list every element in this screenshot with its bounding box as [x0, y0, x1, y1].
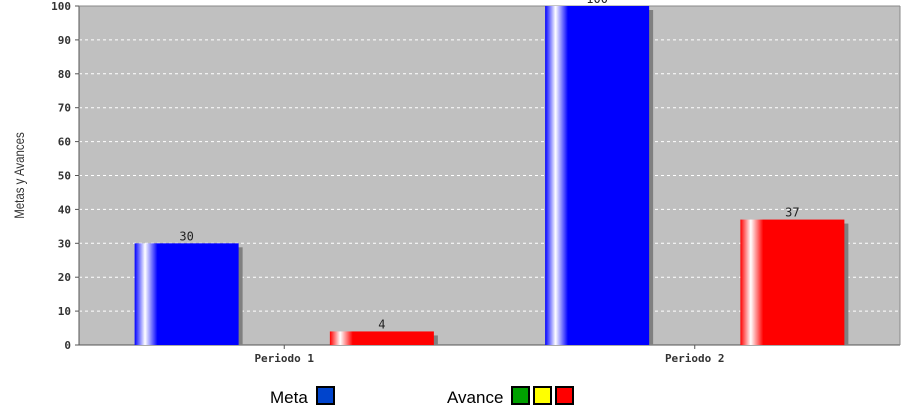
y-tick-label: 100 — [51, 0, 71, 13]
legend-meta-swatches — [315, 386, 338, 410]
data-label: 100 — [586, 0, 608, 6]
bar-avance-0 — [329, 331, 434, 345]
y-tick-label: 60 — [58, 136, 71, 149]
data-label: 30 — [179, 229, 193, 243]
data-label: 37 — [785, 206, 799, 220]
bar-avance-1 — [740, 219, 845, 345]
y-tick-label: 10 — [58, 305, 71, 318]
y-tick-label: 50 — [58, 170, 71, 183]
y-tick-label: 70 — [58, 102, 71, 115]
legend-avance-label: Avance — [447, 388, 504, 407]
y-tick-label: 80 — [58, 68, 71, 81]
y-tick-label: 30 — [58, 237, 71, 250]
legend-meta-label: Meta — [270, 388, 308, 407]
legend-avance-swatches — [511, 386, 577, 410]
y-tick-label: 40 — [58, 203, 71, 216]
legend-avance-swatch-1 — [533, 386, 553, 405]
bar-chart: 0 10 20 30 40 50 60 70 80 90 100 Metas y Avances Per… — [11, 0, 901, 365]
data-label: 4 — [378, 317, 385, 331]
bar-meta-0 — [134, 243, 239, 345]
legend-avance-swatch-2 — [555, 386, 575, 405]
legend-meta-swatch-0 — [315, 386, 335, 405]
y-tick-label: 0 — [64, 339, 71, 352]
legend-avance: Avance — [447, 386, 577, 410]
y-tick-label: 90 — [58, 34, 71, 47]
y-tick-label: 20 — [58, 271, 71, 284]
legend-avance-swatch-0 — [511, 386, 531, 405]
bar-meta-1 — [545, 6, 650, 345]
x-tick-label: Periodo 2 — [665, 352, 725, 365]
y-axis-label: Metas y Avances — [11, 132, 27, 219]
legend-meta: Meta — [270, 386, 338, 410]
x-tick-label: Periodo 1 — [254, 352, 314, 365]
